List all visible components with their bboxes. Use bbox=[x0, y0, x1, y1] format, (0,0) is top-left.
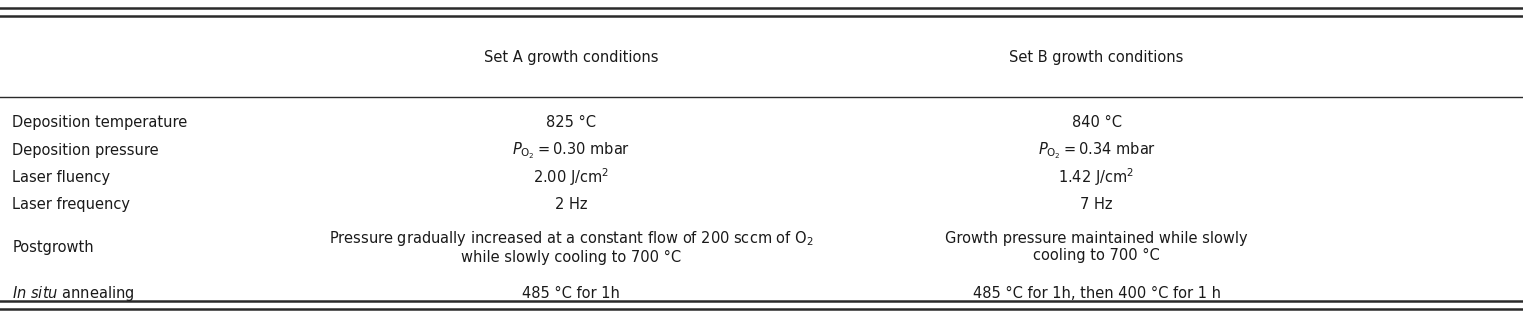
Text: 485 °C for 1h: 485 °C for 1h bbox=[522, 286, 620, 301]
Text: $P_{\mathrm{O_2}} = 0.30$ mbar: $P_{\mathrm{O_2}} = 0.30$ mbar bbox=[512, 140, 631, 161]
Text: Pressure gradually increased at a constant flow of 200 sccm of O$_2$
while slowl: Pressure gradually increased at a consta… bbox=[329, 229, 813, 265]
Text: Deposition temperature: Deposition temperature bbox=[12, 114, 187, 130]
Text: Set B growth conditions: Set B growth conditions bbox=[1010, 49, 1183, 65]
Text: $P_{\mathrm{O_2}} = 0.34$ mbar: $P_{\mathrm{O_2}} = 0.34$ mbar bbox=[1037, 140, 1156, 161]
Text: Postgrowth: Postgrowth bbox=[12, 240, 94, 255]
Text: Set A growth conditions: Set A growth conditions bbox=[484, 49, 658, 65]
Text: Growth pressure maintained while slowly
cooling to 700 °C: Growth pressure maintained while slowly … bbox=[946, 231, 1247, 263]
Text: 1.42 J/cm$^2$: 1.42 J/cm$^2$ bbox=[1058, 167, 1135, 188]
Text: Deposition pressure: Deposition pressure bbox=[12, 143, 158, 158]
Text: 2 Hz: 2 Hz bbox=[554, 197, 588, 212]
Text: $\it{In\ situ}$ annealing: $\it{In\ situ}$ annealing bbox=[12, 284, 134, 303]
Text: 2.00 J/cm$^2$: 2.00 J/cm$^2$ bbox=[533, 167, 609, 188]
Text: 825 °C: 825 °C bbox=[547, 114, 595, 130]
Text: 7 Hz: 7 Hz bbox=[1080, 197, 1113, 212]
Text: 840 °C: 840 °C bbox=[1072, 114, 1121, 130]
Text: Laser frequency: Laser frequency bbox=[12, 197, 129, 212]
Text: Laser fluency: Laser fluency bbox=[12, 170, 110, 185]
Text: 485 °C for 1h, then 400 °C for 1 h: 485 °C for 1h, then 400 °C for 1 h bbox=[973, 286, 1220, 301]
